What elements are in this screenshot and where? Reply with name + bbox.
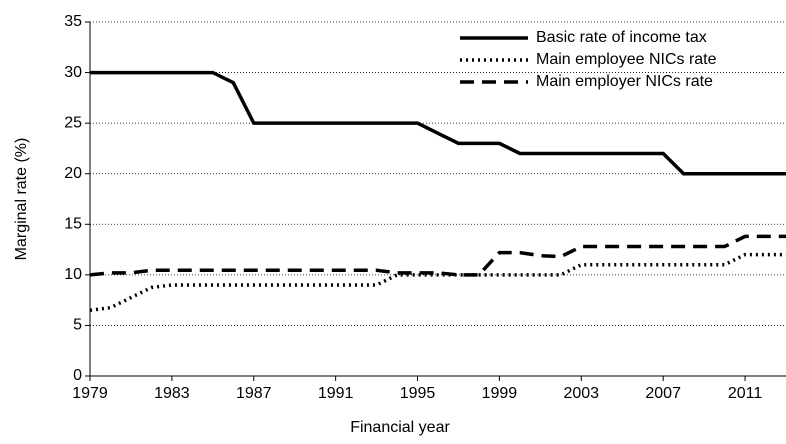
x-tick-label: 2011 <box>728 385 763 402</box>
x-tick-label: 1979 <box>72 385 108 402</box>
series-line <box>90 70 786 176</box>
x-tick-label: 1991 <box>318 385 354 402</box>
y-tick-label: 35 <box>64 13 82 30</box>
x-tick-label: 2003 <box>563 385 599 402</box>
x-tick-label: 1995 <box>400 385 436 402</box>
x-tick-label: 1987 <box>236 385 272 402</box>
y-tick-label: 5 <box>73 317 82 334</box>
legend-label: Main employee NICs rate <box>536 51 717 68</box>
x-axis-title: Financial year <box>350 419 450 436</box>
y-tick-label: 30 <box>64 64 82 81</box>
legend-label: Main employer NICs rate <box>536 73 713 90</box>
x-tick-label: 2007 <box>645 385 681 402</box>
x-tick-label: 1999 <box>482 385 518 402</box>
y-tick-label: 20 <box>64 165 82 182</box>
legend-label: Basic rate of income tax <box>536 29 707 46</box>
series-line <box>89 252 786 312</box>
y-tick-label: 0 <box>73 367 82 384</box>
x-tick-label: 1983 <box>154 385 190 402</box>
y-axis-title: Marginal rate (%) <box>13 138 30 261</box>
y-tick-label: 25 <box>64 114 82 131</box>
y-tick-label: 15 <box>64 216 82 233</box>
series-line <box>89 234 786 277</box>
y-tick-label: 10 <box>64 266 82 283</box>
